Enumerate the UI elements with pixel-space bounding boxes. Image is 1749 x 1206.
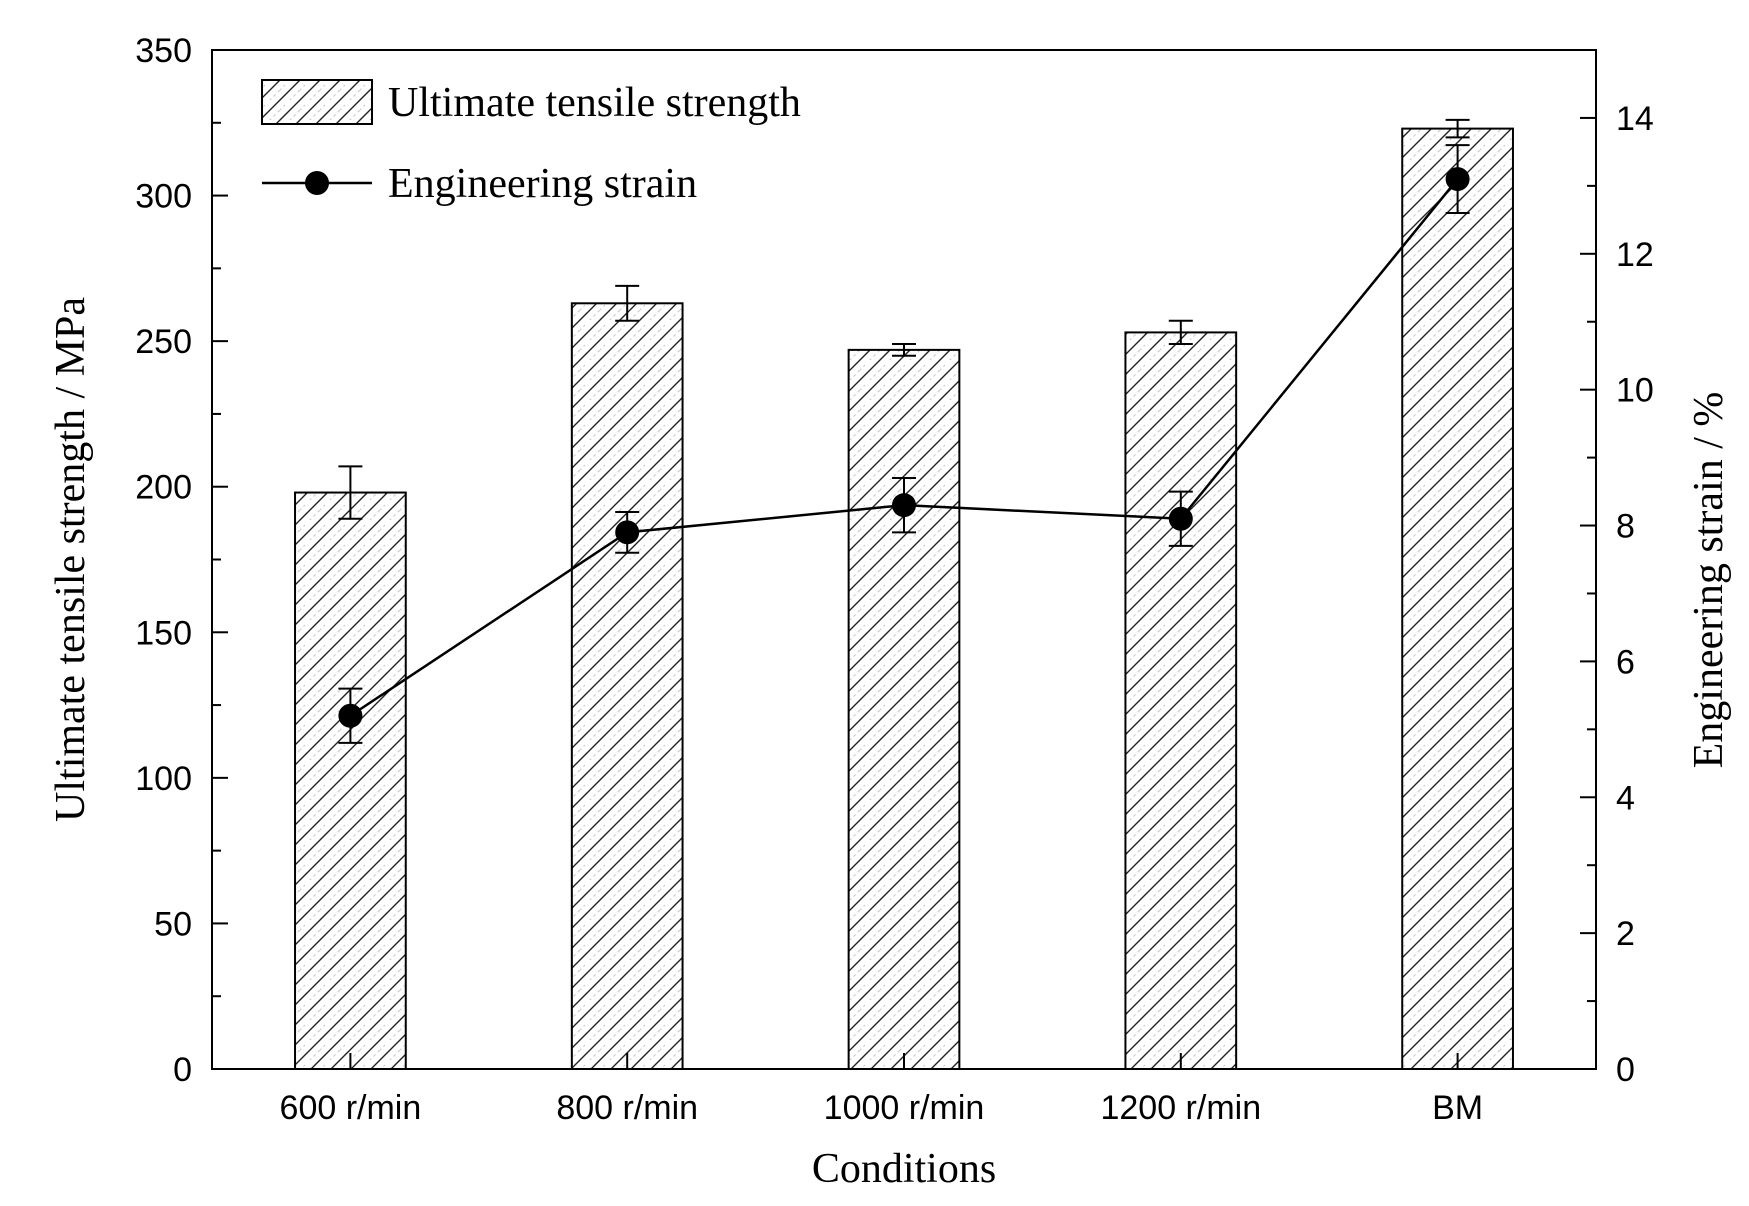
bar-3 — [847, 348, 961, 1070]
y-left-tick-label: 0 — [173, 1051, 192, 1089]
strain-point-2 — [615, 520, 640, 545]
x-tick-label: 800 r/min — [556, 1089, 698, 1127]
bar-2 — [570, 302, 684, 1070]
bar-5 — [1401, 127, 1514, 1070]
y-left-tick-label: 300 — [135, 178, 192, 216]
bar-4 — [1124, 331, 1238, 1070]
y-right-tick-label: 14 — [1616, 100, 1654, 138]
y-right-tick-label: 10 — [1616, 372, 1654, 410]
strain-line-layer — [338, 144, 1470, 744]
legend-label-strain: Engineering strain — [388, 161, 697, 207]
strength-error-bar-2 — [615, 284, 640, 322]
x-tick-label: BM — [1432, 1089, 1483, 1127]
x-axis-title: Conditions — [812, 1146, 996, 1192]
legend: Ultimate tensile strength Engineering str… — [261, 79, 801, 207]
legend-swatch-strain-dot — [305, 171, 329, 195]
y-right-tick-label: 0 — [1616, 1051, 1635, 1089]
y-left-tick-label: 100 — [135, 760, 192, 798]
y-right-tick-label: 2 — [1616, 915, 1635, 953]
bars-layer — [294, 127, 1514, 1070]
y-left-tick-label: 150 — [135, 614, 192, 652]
y-left-tick-label: 350 — [135, 32, 192, 70]
x-tick-label: 1000 r/min — [824, 1089, 985, 1127]
y-right-tick-label: 12 — [1616, 236, 1654, 274]
strength-error-bar-5 — [1445, 118, 1470, 139]
strength-error-bar-3 — [892, 343, 916, 357]
strain-point-5 — [1445, 167, 1470, 192]
legend-label-strength: Ultimate tensile strength — [388, 80, 801, 126]
y-right-tick-label: 6 — [1616, 643, 1635, 681]
y-right-tick-label: 4 — [1616, 779, 1635, 817]
y-left-axis-title: Ultimate tensile strength / MPa — [48, 297, 94, 822]
y-left-tick-label: 250 — [135, 323, 192, 361]
y-left-tick-label: 200 — [135, 469, 192, 507]
bar-1 — [294, 491, 407, 1070]
strength-error-bar-4 — [1168, 319, 1193, 346]
axes-layer: 0 50 100 150 200 250 300 350 0 2 4 6 8 10 12 14 600 r/mi… — [48, 32, 1732, 1192]
strength-error-bar-1 — [338, 465, 363, 520]
x-tick-label: 600 r/min — [280, 1089, 422, 1127]
y-left-tick-label: 50 — [154, 905, 192, 943]
y-right-axis-title: Engineering strain / % — [1686, 392, 1732, 769]
strain-point-4 — [1168, 506, 1193, 531]
strain-point-3 — [892, 493, 916, 518]
y-right-tick-label: 8 — [1616, 508, 1635, 546]
error-bars-layer — [338, 118, 1470, 520]
legend-swatch-strength — [261, 79, 373, 125]
x-tick-label: 1200 r/min — [1100, 1089, 1261, 1127]
strain-point-1 — [338, 703, 363, 728]
